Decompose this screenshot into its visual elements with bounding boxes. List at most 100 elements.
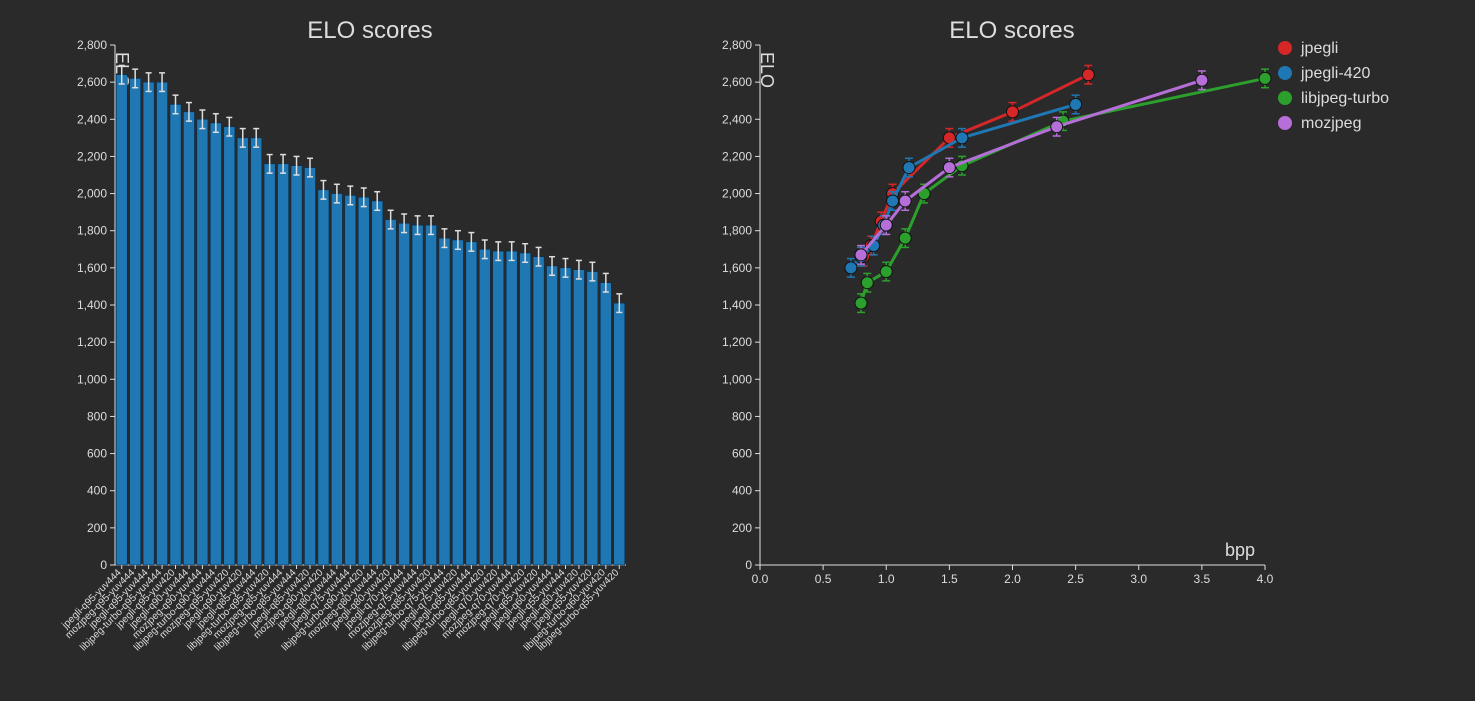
line-y-tick-label: 1,200	[722, 335, 752, 349]
bar	[439, 238, 450, 565]
line-x-tick-label: 0.5	[815, 572, 832, 586]
bar-chart-panel: ELO scores ELO 02004006008001,0001,2001,…	[0, 0, 700, 701]
marker-libjpeg-turbo	[1259, 72, 1271, 84]
marker-libjpeg-turbo	[899, 232, 911, 244]
marker-mozjpeg	[899, 195, 911, 207]
bar-y-tick-label: 2,400	[77, 112, 107, 126]
line-y-tick-label: 2,800	[722, 38, 752, 52]
line-chart-title: ELO scores	[949, 17, 1074, 44]
bar-y-tick-label: 1,400	[77, 298, 107, 312]
line-y-tick-label: 400	[732, 484, 752, 498]
bar	[291, 166, 302, 565]
bar	[560, 268, 571, 565]
bar	[573, 270, 584, 565]
bar-y-tick-label: 600	[87, 447, 107, 461]
line-x-tick-label: 0.0	[752, 572, 769, 586]
bar-chart-title: ELO scores	[307, 17, 432, 44]
line-x-tick-label: 2.0	[1004, 572, 1021, 586]
line-x-tick-label: 1.5	[941, 572, 958, 586]
bar	[506, 251, 517, 565]
line-y-tick-label: 2,600	[722, 75, 752, 89]
bar-y-tick-label: 2,200	[77, 149, 107, 163]
marker-libjpeg-turbo	[880, 266, 892, 278]
marker-jpegli-420	[903, 162, 915, 174]
bar-chart-y-ticks: 02004006008001,0001,2001,4001,6001,8002,…	[77, 38, 115, 572]
line-y-tick-label: 800	[732, 409, 752, 423]
bar-y-tick-label: 1,200	[77, 335, 107, 349]
line-x-tick-label: 4.0	[1257, 572, 1274, 586]
marker-mozjpeg	[855, 249, 867, 261]
bar	[331, 194, 342, 565]
marker-jpegli-420	[956, 132, 968, 144]
bar-y-tick-label: 1,600	[77, 261, 107, 275]
line-y-tick-label: 1,600	[722, 261, 752, 275]
line-y-tick-label: 2,000	[722, 187, 752, 201]
marker-mozjpeg	[943, 162, 955, 174]
marker-jpegli	[1082, 69, 1094, 81]
bar	[547, 266, 558, 565]
bar-y-tick-label: 0	[100, 558, 107, 572]
legend-label-jpegli-420: jpegli-420	[1300, 65, 1370, 82]
bar	[157, 82, 168, 565]
marker-libjpeg-turbo	[855, 297, 867, 309]
bar	[224, 127, 235, 565]
legend-marker-mozjpeg	[1278, 116, 1292, 130]
line-chart-x-ticks: 0.0 0.5 1.0 1.5 2.0 2.5 3.0 3.5 4.0	[752, 565, 1274, 586]
legend-label-mozjpeg: mozjpeg	[1301, 115, 1361, 132]
bar-y-tick-label: 2,600	[77, 75, 107, 89]
bar	[614, 303, 625, 565]
bar-y-tick-label: 2,800	[77, 38, 107, 52]
bar	[520, 253, 531, 565]
line-x-tick-label: 1.0	[878, 572, 895, 586]
bar-y-tick-label: 800	[87, 409, 107, 423]
bar	[493, 251, 504, 565]
line-chart-panel: ELO scores ELO 02004006008001,0001,2001,…	[700, 0, 1475, 701]
bar	[479, 249, 490, 565]
line-chart-x-axis-title: bpp	[1225, 540, 1255, 560]
bar	[183, 112, 194, 565]
bar	[399, 223, 410, 565]
line-y-tick-label: 1,400	[722, 298, 752, 312]
bar	[533, 257, 544, 565]
bar	[304, 168, 315, 565]
bar	[600, 283, 611, 565]
line-x-tick-label: 2.5	[1067, 572, 1084, 586]
legend-label-jpegli: jpegli	[1300, 40, 1338, 57]
line-chart-series	[845, 65, 1271, 312]
bar	[264, 164, 275, 565]
bar	[372, 201, 383, 565]
legend-marker-jpegli	[1278, 41, 1292, 55]
marker-mozjpeg	[880, 219, 892, 231]
bar	[345, 195, 356, 565]
legend-marker-jpegli-420	[1278, 66, 1292, 80]
line-x-tick-label: 3.0	[1130, 572, 1147, 586]
bar	[587, 272, 598, 565]
bar	[278, 164, 289, 565]
bar	[130, 78, 141, 565]
marker-jpegli-420	[845, 262, 857, 274]
bar	[116, 75, 127, 565]
marker-mozjpeg	[1051, 121, 1063, 133]
bar-y-tick-label: 1,800	[77, 224, 107, 238]
marker-jpegli-420	[1070, 98, 1082, 110]
bar	[318, 190, 329, 565]
bar	[452, 240, 463, 565]
line-y-tick-label: 2,200	[722, 149, 752, 163]
bar	[385, 220, 396, 565]
bar-y-tick-label: 400	[87, 484, 107, 498]
legend-label-libjpeg-turbo: libjpeg-turbo	[1301, 90, 1389, 107]
bar	[358, 197, 369, 565]
line-y-tick-label: 1,000	[722, 372, 752, 386]
line-y-tick-label: 600	[732, 447, 752, 461]
line-chart-legend: jpegli jpegli-420 libjpeg-turbo mozjpeg	[1278, 40, 1389, 132]
line-x-tick-label: 3.5	[1194, 572, 1211, 586]
marker-jpegli-420	[887, 195, 899, 207]
line-y-tick-label: 2,400	[722, 112, 752, 126]
line-y-tick-label: 1,800	[722, 224, 752, 238]
bar	[412, 225, 423, 565]
bar	[143, 82, 154, 565]
bar-chart-bars: jpegli-q95-yuv444mozjpeg-q95-yuv444jpegl…	[60, 65, 625, 653]
bar-y-tick-label: 200	[87, 521, 107, 535]
bar	[237, 138, 248, 565]
bar	[170, 104, 181, 565]
